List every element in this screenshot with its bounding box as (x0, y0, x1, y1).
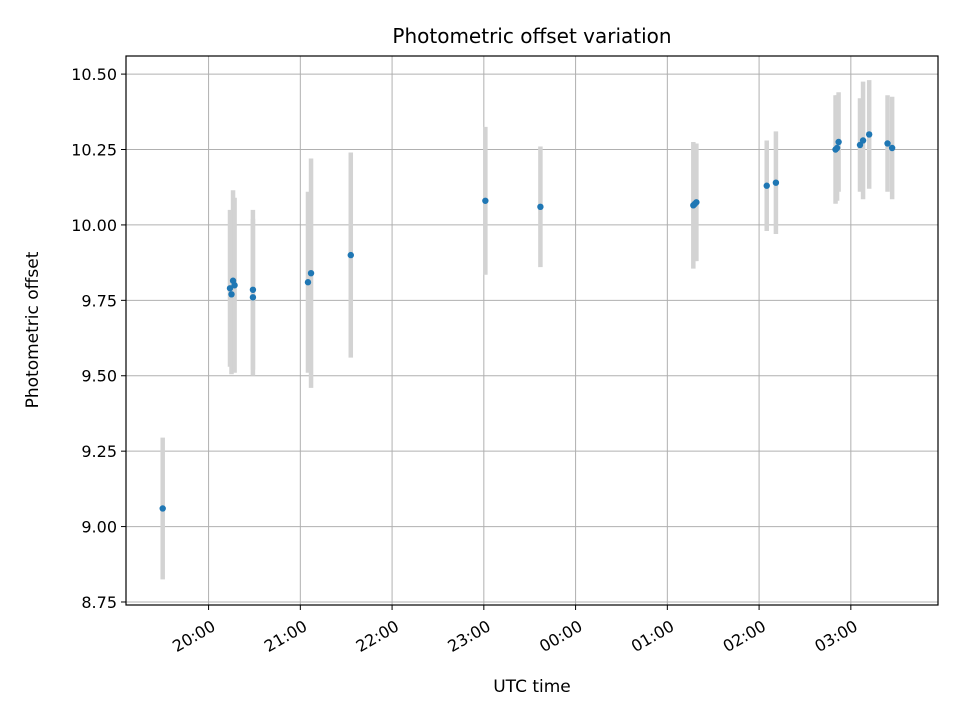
data-point (888, 144, 896, 152)
data-point (482, 197, 489, 204)
data-point (859, 137, 867, 144)
data-points (159, 131, 896, 512)
x-axis-label: UTC time (493, 677, 571, 697)
y-tick-label: 9.25 (81, 442, 117, 461)
data-point (763, 182, 770, 189)
plot-area-frame (125, 55, 939, 606)
y-tick-label: 10.25 (71, 141, 117, 160)
data-point (304, 279, 312, 286)
data-point (772, 179, 780, 186)
data-point (856, 141, 864, 149)
data-point (835, 138, 842, 146)
chart-title: Photometric offset variation (392, 24, 671, 48)
data-point (884, 140, 891, 147)
data-point (693, 199, 700, 206)
data-point (307, 269, 315, 277)
data-point (347, 251, 354, 259)
data-point (249, 286, 257, 293)
data-point (159, 505, 166, 512)
data-point (228, 291, 235, 298)
y-tick-label: 10.00 (71, 216, 117, 235)
data-point (249, 294, 257, 301)
data-point (833, 144, 841, 152)
y-tick-label: 9.50 (81, 367, 117, 386)
y-tick-label: 9.00 (81, 518, 117, 537)
data-point (231, 282, 238, 289)
y-tick-label: 8.75 (81, 593, 117, 612)
y-axis: 8.75 9.00 9.25 9.50 9.75 10.00 10.25 10.50 (71, 65, 126, 612)
y-axis-label: Photometric offset (23, 251, 43, 408)
y-tick-label: 9.75 (81, 291, 117, 310)
data-point (865, 131, 873, 138)
y-tick-label: 10.50 (71, 65, 117, 84)
data-point (226, 285, 234, 292)
data-point (537, 203, 544, 211)
